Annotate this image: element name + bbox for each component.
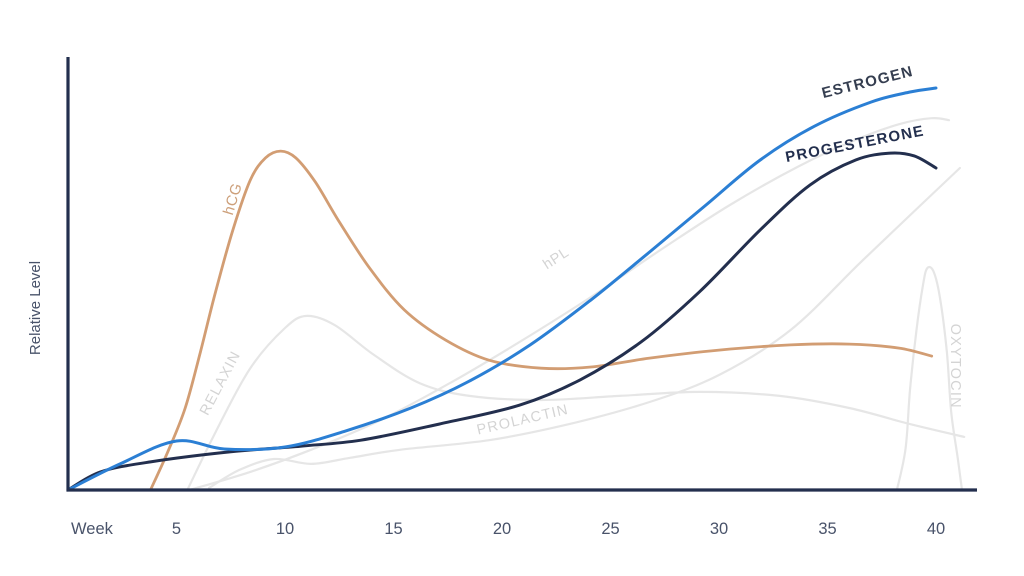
prolactin-label: PROLACTIN xyxy=(475,402,570,439)
oxytocin-curve xyxy=(895,265,964,492)
hpl-label: hPL xyxy=(540,245,572,273)
x-tick-label-5: 5 xyxy=(172,520,181,538)
axes-lines xyxy=(66,57,977,492)
x-tick-label-30: 30 xyxy=(710,520,728,538)
y-axis-title: Relative Level xyxy=(27,261,44,355)
x-tick-label-40: 40 xyxy=(927,520,945,538)
estrogen-curve xyxy=(66,86,938,492)
relaxin-label: RELAXIN xyxy=(197,348,244,418)
x-tick-label-20: 20 xyxy=(493,520,511,538)
prolactin-curve xyxy=(207,166,961,490)
progesterone-curve xyxy=(66,151,938,492)
x-tick-label-15: 15 xyxy=(384,520,402,538)
x-tick-label-35: 35 xyxy=(818,520,836,538)
hcg-curve xyxy=(149,149,934,492)
x-tick-label-25: 25 xyxy=(601,520,619,538)
oxytocin-label: OXYTOCIN xyxy=(947,324,963,409)
estrogen-label: ESTROGEN xyxy=(820,63,915,102)
x-axis-title: Week xyxy=(71,520,114,538)
hpl-curve xyxy=(188,116,951,492)
x-tick-label-10: 10 xyxy=(276,520,294,538)
relaxin-curve xyxy=(186,314,966,492)
